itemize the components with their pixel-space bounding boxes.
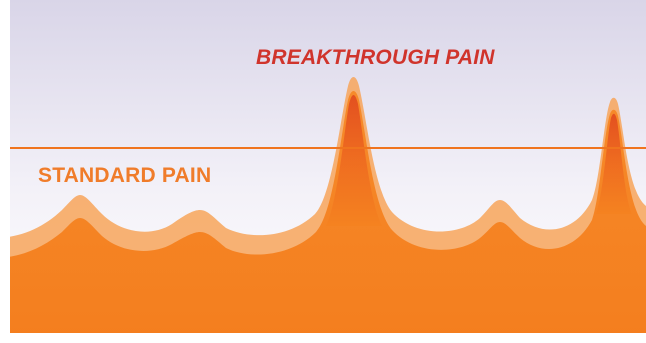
bottom-edge (0, 333, 646, 343)
breakthrough-pain-label: BREAKTHROUGH PAIN (256, 46, 495, 69)
pain-curve-body (0, 91, 646, 343)
breakthrough-peak-core (326, 95, 382, 226)
breakthrough-peak-core-2 (596, 113, 632, 214)
standard-pain-label: STANDARD PAIN (38, 164, 212, 187)
left-edge (0, 0, 10, 343)
